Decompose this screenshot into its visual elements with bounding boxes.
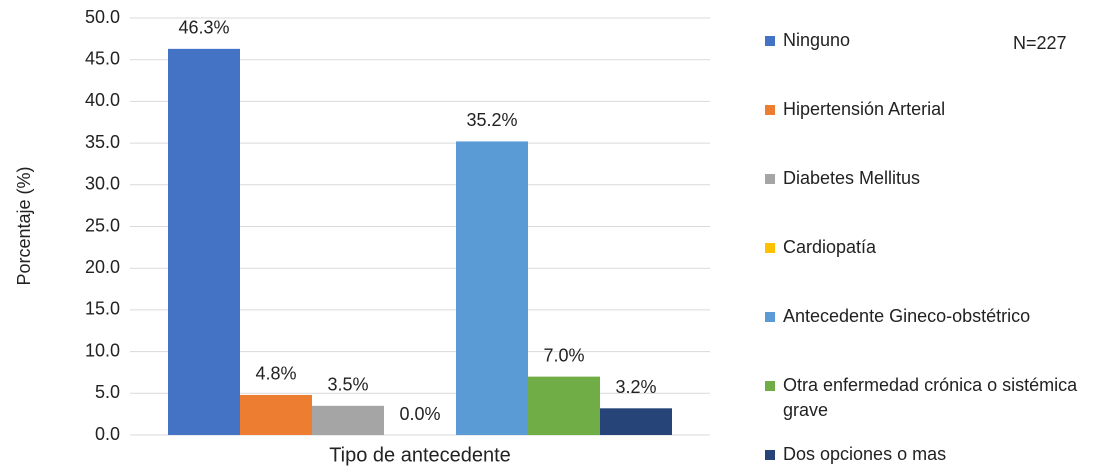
legend-swatch — [765, 381, 775, 391]
y-tick-label: 5.0 — [95, 382, 120, 402]
bar — [456, 141, 528, 435]
legend-swatch — [765, 312, 775, 322]
bar — [600, 408, 672, 435]
bar — [168, 48, 240, 435]
legend-label: Ninguno — [783, 30, 851, 50]
legend-item: Cardiopatía — [765, 235, 1115, 260]
y-tick-label: 35.0 — [85, 132, 120, 152]
y-axis-title: Porcentaje (%) — [14, 166, 34, 285]
y-tick-label: 25.0 — [85, 215, 120, 235]
legend-swatch — [765, 36, 775, 46]
bar — [240, 394, 312, 435]
legend-swatch — [765, 450, 775, 460]
x-tick-label: Tipo de antecedente — [329, 444, 511, 466]
legend-label: Otra enfermedad crónica o sistémica grav… — [783, 375, 1078, 420]
bar — [312, 405, 384, 435]
legend-swatch — [765, 243, 775, 253]
legend-label: Diabetes Mellitus — [783, 168, 921, 188]
y-tick-label: 40.0 — [85, 90, 120, 110]
data-label: 35.2% — [466, 110, 517, 130]
y-tick-label: 50.0 — [85, 7, 120, 27]
legend-label: Hipertensión Arterial — [783, 99, 946, 119]
data-label: 0.0% — [399, 404, 440, 424]
data-label: 3.5% — [327, 375, 368, 395]
data-label: 7.0% — [543, 345, 584, 365]
data-label: 4.8% — [255, 364, 296, 384]
legend-item: Otra enfermedad crónica o sistémica grav… — [765, 373, 1115, 423]
legend-item: Dos opciones o mas — [765, 442, 1115, 467]
data-label: 3.2% — [615, 377, 656, 397]
legend-item: Hipertensión Arterial — [765, 97, 1115, 122]
legend-label: Antecedente Gineco-obstétrico — [783, 306, 1031, 326]
legend-label: Dos opciones o mas — [783, 444, 947, 464]
legend-swatch — [765, 174, 775, 184]
y-tick-label: 10.0 — [85, 340, 120, 360]
legend-label: Cardiopatía — [783, 237, 877, 257]
y-tick-label: 30.0 — [85, 174, 120, 194]
legend-item: Diabetes Mellitus — [765, 166, 1115, 191]
y-tick-label: 45.0 — [85, 48, 120, 68]
legend-item: Antecedente Gineco-obstétrico — [765, 304, 1115, 329]
data-label: 46.3% — [178, 18, 229, 38]
y-tick-label: 0.0 — [95, 424, 120, 444]
legend-swatch — [765, 105, 775, 115]
y-tick-label: 20.0 — [85, 257, 120, 277]
legend-item: Ninguno — [765, 28, 1115, 53]
bar — [528, 376, 600, 435]
annotation: N=227 — [1013, 33, 1067, 53]
y-tick-label: 15.0 — [85, 299, 120, 319]
